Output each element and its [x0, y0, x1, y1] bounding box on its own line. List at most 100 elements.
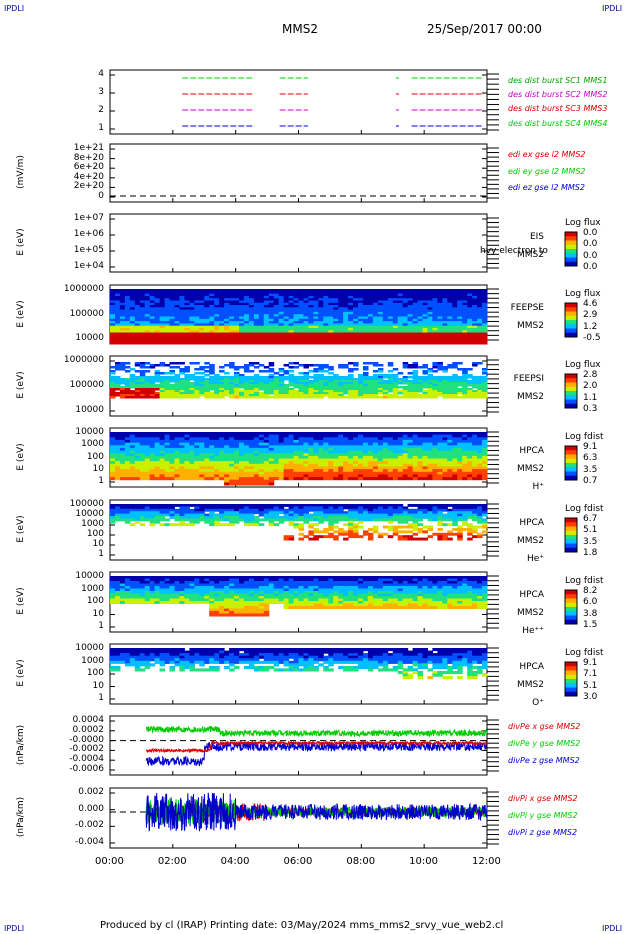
eis-colorbar-frame — [564, 231, 578, 267]
feepse-cell — [273, 325, 280, 329]
hpca_he-cell — [209, 518, 215, 522]
feepse-cell — [447, 289, 453, 292]
hpca_h-cell — [318, 466, 324, 470]
feepsi-cell — [457, 362, 463, 365]
feepsi-cell — [258, 386, 265, 389]
hpca_h-cell — [397, 471, 404, 475]
feepse-cell — [119, 332, 126, 336]
feepse-cell — [288, 314, 295, 317]
feepse-cell — [328, 339, 334, 343]
hpca_h-cell — [288, 474, 295, 478]
feepsi-cell — [472, 386, 478, 389]
feepse-cell — [427, 341, 433, 345]
hpca_h-cell — [253, 469, 260, 473]
feepsi-cell — [248, 378, 255, 381]
hpca_h-cell — [298, 474, 304, 478]
hpca_h-cell — [204, 477, 210, 481]
feepse-cell — [283, 307, 290, 311]
feepsi-cell — [204, 374, 210, 377]
hpca_h-cell — [273, 463, 280, 467]
hpca_h-cell — [367, 474, 374, 478]
feepsi-cell — [407, 386, 414, 389]
feepse-cell — [258, 305, 265, 308]
feepse-cell — [139, 325, 146, 329]
feepsi-cell — [308, 388, 314, 391]
feepse-cell — [184, 328, 190, 331]
feepse-cell — [243, 311, 250, 315]
hpca_he-cell — [372, 530, 379, 534]
feepsi-cell — [313, 368, 319, 371]
hpca_h-cell — [119, 455, 126, 459]
hpca_h-cell — [457, 463, 463, 467]
feepse-cell — [338, 309, 344, 313]
hpca_h-cell — [174, 474, 180, 478]
feepsi-cell — [308, 364, 314, 367]
feepse-cell — [427, 334, 433, 338]
feepse-cell — [358, 298, 364, 301]
hpca_h-cell — [110, 442, 116, 446]
hpca_h-cell — [298, 450, 304, 454]
feepse-cell — [253, 328, 260, 331]
feepse-cell — [204, 321, 210, 324]
hpca_h-cell — [348, 450, 354, 454]
hpca_h-cell — [288, 463, 295, 467]
feepsi-cell — [239, 386, 245, 389]
hpca_he-cell — [328, 520, 334, 524]
hpca_he-cell — [333, 508, 339, 512]
hpca_he-cell — [323, 506, 329, 510]
feepse-cell — [288, 328, 295, 331]
feepsi-cell — [199, 382, 205, 385]
hpca_he-cell — [209, 504, 215, 507]
feepse-cell — [452, 332, 458, 336]
hpca_he-cell — [204, 508, 210, 512]
hpca_h-cell — [323, 461, 329, 465]
hpca_he-cell — [363, 516, 369, 519]
hpca_h-cell — [144, 437, 151, 441]
feepse-cell — [417, 330, 424, 334]
feepsi-cell — [353, 380, 359, 383]
feepse-cell — [363, 302, 369, 306]
title-date: 25/Sep/2017 00:00 — [427, 22, 542, 36]
hpca_h-cell — [397, 432, 404, 436]
hpca_h-cell — [144, 469, 151, 473]
feepse-cell — [199, 295, 205, 299]
hpca_h-cell — [467, 455, 473, 459]
feepse-cell — [467, 334, 473, 338]
feepsi-cell — [422, 386, 428, 389]
hpca_h-cell — [298, 463, 304, 467]
feepse-cell — [248, 307, 255, 311]
feepse-cell — [328, 293, 334, 297]
hpca_h-cell — [194, 474, 200, 478]
feepse-cell — [402, 295, 409, 299]
feepsi-cell — [358, 376, 364, 379]
hpca_he-cell — [234, 518, 240, 522]
hpca_h-cell — [278, 453, 285, 457]
feepse-cell — [239, 305, 245, 308]
hpca_h-cell — [258, 432, 265, 436]
hpca_h-cell — [129, 445, 136, 449]
feepse-cell — [268, 298, 275, 301]
hpca_he-cell — [258, 523, 265, 527]
hpca_he-cell — [328, 506, 334, 510]
hpca_h-cell — [179, 458, 185, 462]
hpca_h-cell — [199, 453, 205, 457]
hpca_he-cell — [159, 518, 166, 522]
feepsi-cell — [377, 374, 384, 377]
hpca_he-cell — [149, 516, 156, 519]
feepsi-cell — [144, 386, 151, 389]
feepse-cell — [253, 318, 260, 322]
feepsi-cell — [472, 364, 478, 367]
feepse-cell — [293, 300, 299, 304]
feepsi-cell — [477, 388, 483, 391]
hpca_he-cell — [353, 530, 359, 534]
feepse-cell — [263, 318, 270, 322]
feepse-cell — [283, 298, 290, 301]
feepsi-cell — [472, 378, 478, 381]
feepse-cell — [204, 341, 210, 345]
feepsi-cell — [358, 384, 364, 387]
hpca_h-cell — [353, 466, 359, 470]
feepsi-cell — [387, 380, 394, 383]
hpca_h-cell — [164, 463, 171, 467]
feepse-cell — [303, 316, 309, 320]
hpca_he-cell — [358, 506, 364, 510]
